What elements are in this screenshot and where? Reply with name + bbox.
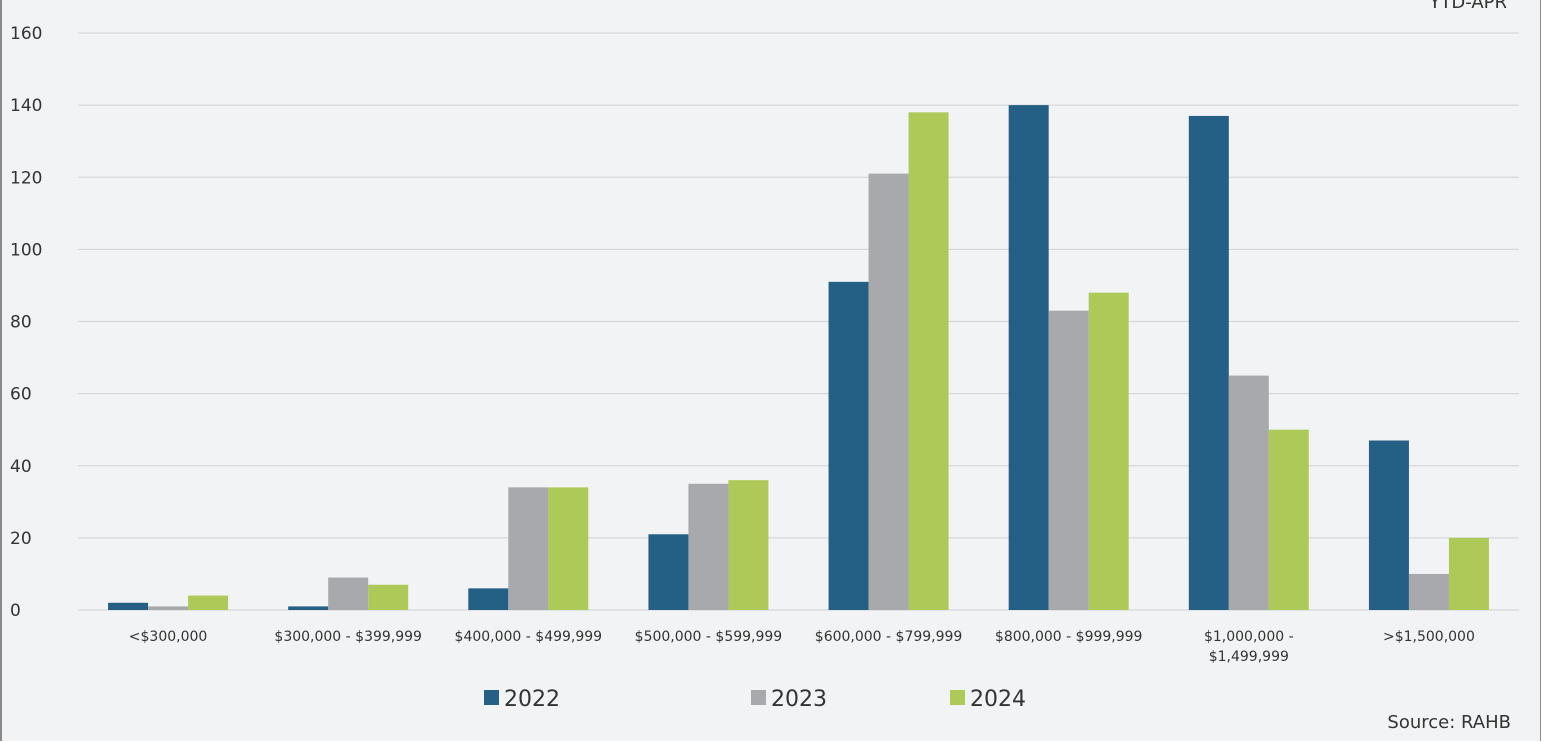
x-category-label-line: $300,000 - $399,999 xyxy=(274,629,422,645)
bar-2023 xyxy=(328,577,369,610)
x-category-label-line: $600,000 - $799,999 xyxy=(815,629,963,645)
legend-swatch-2022 xyxy=(484,690,499,705)
bars xyxy=(108,105,1489,611)
bar-2023 xyxy=(148,606,189,610)
bar-2024 xyxy=(728,480,769,610)
gridlines xyxy=(78,32,1519,611)
bar-2024 xyxy=(1448,537,1489,610)
x-category-label: >$1,500,000 xyxy=(1383,629,1475,645)
y-tick-label: 0 xyxy=(10,601,21,621)
bar-2024 xyxy=(368,584,409,610)
bar-2023 xyxy=(688,483,729,610)
bar-2023 xyxy=(508,487,549,610)
x-axis-categories: <$300,000 $300,000 - $399,999 $400,000 - $… xyxy=(129,629,1475,665)
bar-2024 xyxy=(1088,292,1129,610)
bar-2023 xyxy=(1408,573,1449,610)
x-category-label: $800,000 - $999,999 xyxy=(995,629,1143,645)
bar-2024 xyxy=(188,595,229,610)
y-axis-ticks: 0 20 40 60 80 100 120 140 160 xyxy=(10,24,42,621)
x-category-label: $300,000 - $399,999 xyxy=(274,629,422,645)
y-tick-label: 80 xyxy=(10,313,32,333)
x-category-label: $400,000 - $499,999 xyxy=(455,629,603,645)
legend-label-2022: 2022 xyxy=(504,687,560,712)
y-tick-label: 120 xyxy=(10,168,42,188)
x-category-label-line: $500,000 - $599,999 xyxy=(635,629,783,645)
bar-2022 xyxy=(1188,115,1229,610)
y-tick-label: 60 xyxy=(10,385,32,405)
x-category-label: <$300,000 xyxy=(129,629,208,645)
x-category-label-line: $800,000 - $999,999 xyxy=(995,629,1143,645)
bar-2022 xyxy=(648,534,689,610)
y-tick-label: 160 xyxy=(10,24,42,44)
legend-swatch-2024 xyxy=(950,690,965,705)
legend-label-2023: 2023 xyxy=(771,687,827,712)
y-tick-label: 40 xyxy=(10,457,32,477)
x-category-label-line: >$1,500,000 xyxy=(1383,629,1475,645)
legend-swatch-2023 xyxy=(751,690,766,705)
bar-2023 xyxy=(868,173,909,611)
legend-label-2024: 2024 xyxy=(970,687,1026,712)
legend: 2022 2023 2024 xyxy=(484,687,1026,712)
x-category-label-line: $1,000,000 - xyxy=(1204,629,1294,645)
x-category-label: $500,000 - $599,999 xyxy=(635,629,783,645)
y-tick-label: 100 xyxy=(10,240,42,260)
bar-2024 xyxy=(908,112,949,611)
bar-2023 xyxy=(1048,310,1089,610)
x-category-label-line: $1,499,999 xyxy=(1209,649,1289,665)
bar-2024 xyxy=(548,487,589,610)
bar-2022 xyxy=(828,281,869,610)
period-label: YTD-APR xyxy=(1428,0,1507,13)
source-label: Source: RAHB xyxy=(1387,712,1511,733)
x-category-label: $1,000,000 - $1,499,999 xyxy=(1204,629,1294,665)
bar-2022 xyxy=(108,602,149,610)
x-category-label: $600,000 - $799,999 xyxy=(815,629,963,645)
bar-2022 xyxy=(1008,105,1049,610)
bar-2024 xyxy=(1268,429,1309,610)
bar-2022 xyxy=(1368,440,1409,610)
y-tick-label: 20 xyxy=(10,529,32,549)
x-category-label-line: <$300,000 xyxy=(129,629,208,645)
y-tick-label: 140 xyxy=(10,96,42,116)
bar-2022 xyxy=(288,606,329,610)
x-category-label-line: $400,000 - $499,999 xyxy=(455,629,603,645)
bar-2022 xyxy=(468,588,509,610)
bar-2023 xyxy=(1228,375,1269,610)
